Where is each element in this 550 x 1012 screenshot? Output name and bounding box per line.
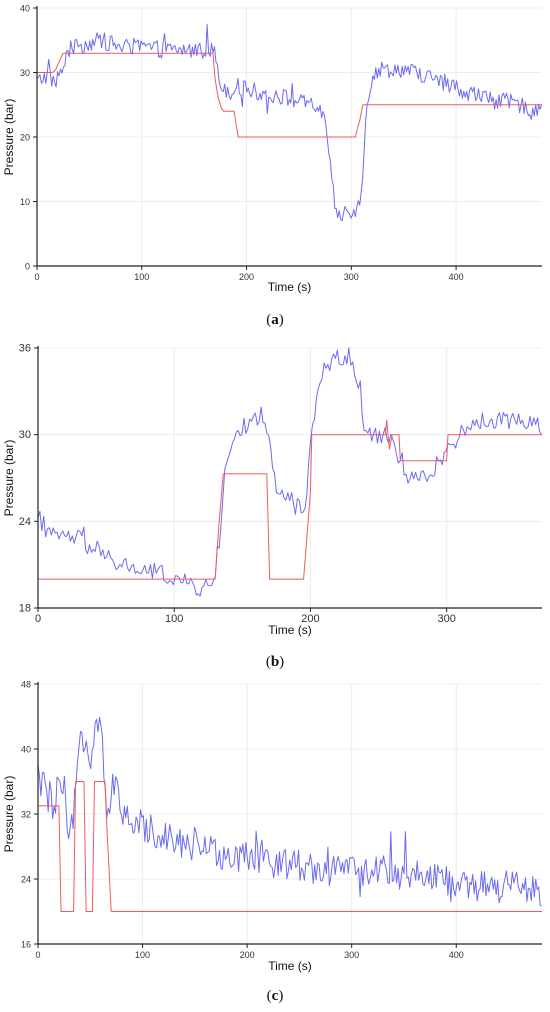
measured-pressure-line <box>37 347 542 597</box>
caption-c: (c) <box>0 988 550 1005</box>
x-tick-label: 400 <box>449 950 464 960</box>
pressure-chart-a: 0 100 200 300 400 0 10 20 30 40 Time (s) Pressure (… <box>2 4 543 294</box>
chart-panel-b: 0 100 200 300 18 24 30 36 Time (s) Pressure (bar)… <box>0 338 550 676</box>
setpoint-pressure-line <box>37 52 542 138</box>
y-tick-label: 18 <box>19 603 31 615</box>
x-tick-label: 0 <box>35 613 41 625</box>
x-tick-label: 0 <box>34 272 39 282</box>
y-tick-label: 40 <box>21 745 31 755</box>
x-axis-title: Time (s) <box>268 623 312 637</box>
y-tick-label: 48 <box>21 680 31 690</box>
x-tick-label: 200 <box>240 950 255 960</box>
x-tick-label: 400 <box>449 272 464 282</box>
x-tick-label: 300 <box>344 950 359 960</box>
x-tick-label: 100 <box>135 950 150 960</box>
y-tick-label: 20 <box>20 133 30 143</box>
measured-pressure-line <box>37 716 542 907</box>
y-tick-label: 24 <box>21 875 31 885</box>
y-tick-label: 40 <box>20 4 30 14</box>
x-axis-title: Time (s) <box>268 959 312 973</box>
x-tick-label: 0 <box>35 950 40 960</box>
y-tick-label: 32 <box>21 810 31 820</box>
caption-a-letter: a <box>271 312 279 328</box>
chart-panel-c: 0 100 200 300 400 16 24 32 40 48 Time (s) Pressure … <box>0 676 550 1012</box>
y-tick-label: 30 <box>19 429 31 441</box>
caption-a: (a) <box>0 312 550 329</box>
pressure-chart-b: 0 100 200 300 18 24 30 36 Time (s) Pressure (bar) <box>2 343 542 637</box>
x-axis-title: Time (s) <box>268 280 312 294</box>
y-tick-label: 16 <box>21 940 31 950</box>
caption-a-open: ( <box>266 312 272 328</box>
x-tick-label: 300 <box>437 613 455 625</box>
x-tick-label: 200 <box>239 272 254 282</box>
y-tick-label: 0 <box>25 262 30 272</box>
caption-b-close: ) <box>279 654 285 670</box>
y-tick-label: 36 <box>19 343 31 355</box>
caption-c-letter: c <box>271 988 279 1004</box>
y-tick-label: 24 <box>19 516 31 528</box>
measured-pressure-line <box>36 23 543 222</box>
x-tick-label: 100 <box>134 272 149 282</box>
caption-b: (b) <box>0 654 550 671</box>
x-tick-label: 300 <box>344 272 359 282</box>
caption-a-close: ) <box>278 312 284 328</box>
y-tick-label: 10 <box>20 197 30 207</box>
y-tick-label: 30 <box>20 68 30 78</box>
caption-c-open: ( <box>266 988 272 1004</box>
y-axis-title: Pressure (bar) <box>2 440 16 517</box>
y-axis-title: Pressure (bar) <box>2 99 16 176</box>
setpoint-pressure-line <box>38 781 542 912</box>
chart-panel-a: 0 100 200 300 400 0 10 20 30 40 Time (s) Pressure (… <box>0 0 550 338</box>
caption-c-close: ) <box>278 988 284 1004</box>
caption-b-letter: b <box>270 654 280 670</box>
x-tick-label: 100 <box>165 613 183 625</box>
x-tick-label: 200 <box>301 613 319 625</box>
caption-b-open: ( <box>265 654 271 670</box>
setpoint-pressure-line <box>38 419 542 580</box>
pressure-chart-c: 0 100 200 300 400 16 24 32 40 48 Time (s) Pressure … <box>2 680 542 973</box>
y-axis-title: Pressure (bar) <box>2 776 16 853</box>
